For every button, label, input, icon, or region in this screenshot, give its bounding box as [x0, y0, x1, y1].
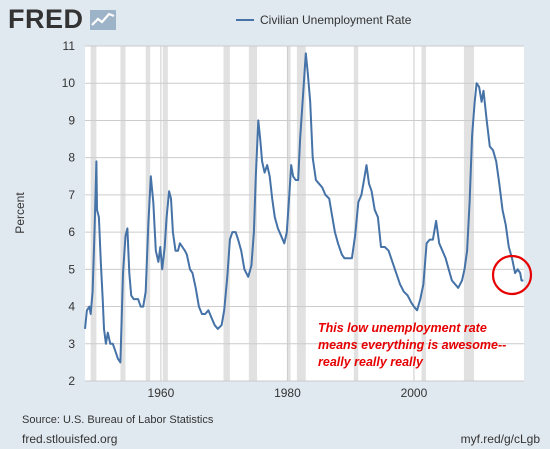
- recession-band-1: [90, 46, 97, 381]
- recession-band-4: [162, 46, 168, 381]
- y-tick-label: 8: [68, 151, 75, 165]
- x-tick-label: 1960: [148, 386, 175, 400]
- recession-band-9: [353, 46, 359, 381]
- source-note: Source: U.S. Bureau of Labor Statistics: [22, 414, 214, 426]
- annotation-text: This low unemployment rate means everythi…: [318, 321, 506, 369]
- y-tick-label: 11: [63, 39, 76, 53]
- recession-band-10: [421, 46, 426, 381]
- y-tick-label: 4: [68, 300, 75, 314]
- annotation-line-1: This low unemployment rate: [318, 321, 487, 335]
- legend-label: Civilian Unemployment Rate: [260, 13, 412, 27]
- annotation-line-3: really really really: [318, 355, 424, 369]
- y-tick-label: 7: [68, 188, 75, 202]
- recession-band-8: [296, 46, 306, 381]
- recession-band-6: [248, 46, 258, 381]
- y-axis-label: Percent: [13, 192, 27, 234]
- annotation-line-2: means everything is awesome--: [318, 338, 506, 352]
- y-tick-label: 6: [68, 225, 75, 239]
- short-url-link[interactable]: myf.red/g/cLgb: [460, 432, 540, 446]
- y-tick-labels: 2 3 4 5 6 7 8 9 10 11: [62, 39, 76, 388]
- x-tick-label: 2000: [401, 386, 428, 400]
- recession-band-5: [223, 46, 230, 381]
- fred-logo: FRED: [8, 4, 118, 34]
- x-tick-label: 1980: [274, 386, 301, 400]
- graph-icon: [90, 10, 116, 30]
- y-tick-label: 10: [62, 76, 76, 90]
- series-line-civilian-unemployment-rate: [84, 52, 524, 364]
- site-link[interactable]: fred.stlouisfed.org: [22, 432, 118, 446]
- x-tick-labels: 1960 1980 2000: [148, 386, 428, 400]
- y-tick-label: 5: [68, 262, 75, 276]
- y-tick-label: 3: [68, 337, 75, 351]
- y-tick-label: 9: [68, 113, 75, 127]
- chart-legend: Civilian Unemployment Rate: [236, 10, 411, 30]
- logo-text: FRED: [8, 4, 84, 34]
- y-tick-label: 2: [68, 374, 75, 388]
- recession-band-2: [120, 46, 126, 381]
- highlight-circle: [491, 254, 533, 296]
- legend-swatch: [236, 19, 254, 21]
